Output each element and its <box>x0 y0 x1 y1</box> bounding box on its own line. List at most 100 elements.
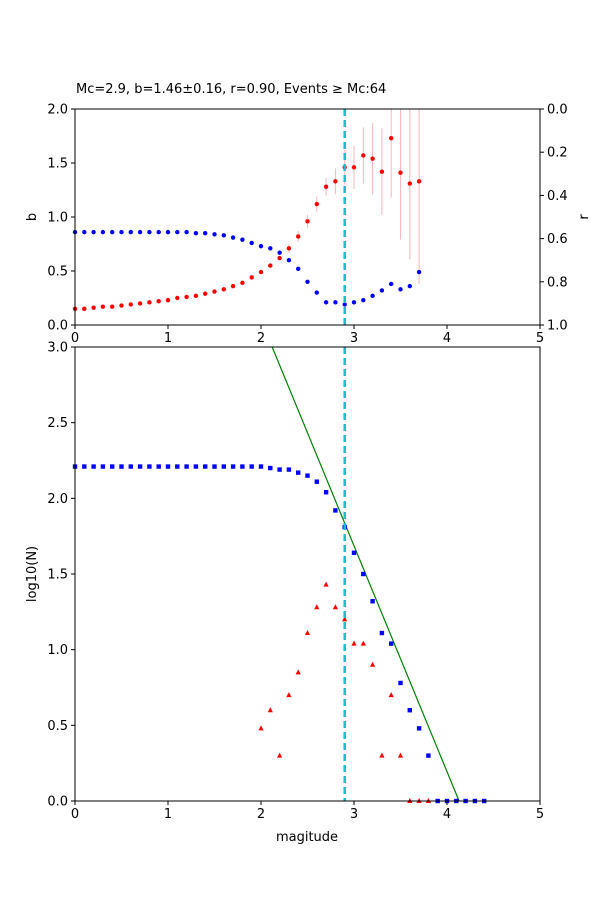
cumulative-point <box>147 464 152 469</box>
non-cumulative-point <box>332 604 338 610</box>
x-tick-label: 2 <box>257 807 265 822</box>
r-tick-label: 0.2 <box>547 146 568 161</box>
b-point <box>407 181 412 186</box>
cumulative-point <box>156 464 161 469</box>
y-tick-label: 1.5 <box>47 568 68 583</box>
b-axis-label: b <box>25 213 40 221</box>
r-point <box>212 232 217 237</box>
non-cumulative-point <box>314 604 320 610</box>
cumulative-point <box>370 599 375 604</box>
cumulative-point <box>91 464 96 469</box>
r-point <box>137 229 143 235</box>
y-tick-label: 0.5 <box>47 719 68 734</box>
b-point <box>91 305 96 310</box>
r-point <box>119 229 124 235</box>
b-point <box>286 246 292 251</box>
b-point <box>212 289 217 294</box>
r-point <box>370 293 375 299</box>
cumulative-point <box>314 479 319 484</box>
b-value-marks <box>72 109 422 325</box>
r-point <box>249 240 254 246</box>
b-point <box>82 306 87 311</box>
cumulative-point <box>230 464 236 469</box>
x-tick-label: 5 <box>536 331 544 346</box>
b-point <box>119 303 124 308</box>
r-point <box>128 229 133 235</box>
non-cumulative-point <box>304 630 311 636</box>
b-point <box>398 170 403 175</box>
r-point <box>230 235 236 240</box>
cumulative-point <box>221 464 226 469</box>
cumulative-point <box>286 467 292 472</box>
y-tick-label: 2.0 <box>47 492 68 507</box>
frequency-plot-frame <box>74 346 541 802</box>
cumulative-point <box>389 641 394 646</box>
b-point <box>128 302 133 307</box>
non-cumulative-point <box>258 725 264 731</box>
non-cumulative-point <box>370 661 376 667</box>
x-tick-label: 0 <box>71 807 79 822</box>
x-tick-label: 0 <box>71 331 79 346</box>
cumulative-point <box>333 508 338 513</box>
non-cumulative-point <box>277 752 283 758</box>
r-point <box>258 243 264 249</box>
r-point <box>221 233 226 238</box>
b-point <box>249 275 254 280</box>
b-point <box>240 280 245 286</box>
b-point <box>258 269 264 275</box>
y-tick-label: 2.5 <box>47 416 68 431</box>
x-tick-label: 4 <box>443 331 451 346</box>
r-point <box>82 229 87 235</box>
cumulative-point <box>249 464 254 469</box>
r-point <box>193 231 199 236</box>
b-point <box>193 293 199 299</box>
b-point <box>203 291 208 296</box>
x-tick-label: 1 <box>164 807 172 822</box>
non-cumulative-point <box>267 707 273 713</box>
b-point <box>370 156 375 161</box>
non-cumulative-point <box>295 669 301 675</box>
cumulative-point <box>323 490 329 495</box>
r-point <box>240 237 245 242</box>
b-point <box>379 169 385 174</box>
y-tick-label: 1.5 <box>47 157 68 172</box>
b-point <box>137 301 143 306</box>
y-tick-label: 1.0 <box>47 211 68 226</box>
x-axis-label: magitude <box>276 830 338 845</box>
non-cumulative-point <box>388 692 394 698</box>
r-point <box>100 229 106 235</box>
cumulative-point <box>426 753 431 758</box>
r-point <box>398 287 403 292</box>
r-axis-label: r <box>577 214 592 220</box>
r-tick-label: 0.4 <box>547 189 568 204</box>
b-point <box>389 135 394 141</box>
b-point <box>100 304 106 309</box>
y-tick-label: 3.0 <box>47 341 68 356</box>
r-point <box>323 300 329 305</box>
b-point <box>323 184 329 189</box>
b-point <box>361 153 366 158</box>
r-tick-label: 0.8 <box>547 275 568 290</box>
cumulative-point <box>119 464 124 469</box>
b-value-panel: Mc=2.9, b=1.46±0.16, r=0.90, Events ≥ Mc… <box>25 82 592 346</box>
cumulative-point <box>100 464 106 469</box>
cumulative-point <box>351 550 357 556</box>
r-point <box>407 283 412 289</box>
non-cumulative-point <box>397 752 404 758</box>
b-value-plot-frame <box>74 108 541 326</box>
x-tick-label: 5 <box>536 807 544 822</box>
cumulative-point <box>268 465 273 471</box>
non-cumulative-point <box>286 692 292 698</box>
r-point <box>175 229 180 235</box>
b-point <box>221 287 226 292</box>
cumulative-point <box>128 464 133 469</box>
y-tick-label: 2.0 <box>47 103 68 118</box>
cumulative-point <box>110 464 115 469</box>
cumulative-point <box>203 464 208 469</box>
b-point <box>110 304 115 309</box>
cumulative-point <box>361 571 366 577</box>
r-point <box>389 281 394 287</box>
r-point <box>147 229 152 235</box>
b-value-axes: 0 1 2 3 4 5 0.0 0.5 1.0 1.5 2.0 0.0 0.2 0.4 0.6 0.8 1.0 <box>47 103 567 347</box>
